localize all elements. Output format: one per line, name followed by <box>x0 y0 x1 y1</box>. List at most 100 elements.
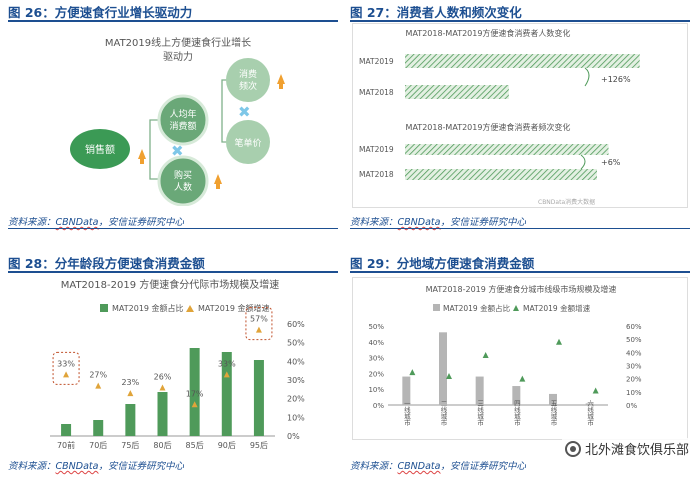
fig28-rule <box>8 271 338 273</box>
per-capita-label-1: 人均年 <box>169 108 196 120</box>
fig26-rule <box>8 20 338 22</box>
legend-label: MAT2019 金额增速 <box>198 303 270 313</box>
growth-marker <box>223 371 230 378</box>
sales-node <box>70 129 130 169</box>
bar <box>512 386 521 405</box>
bar <box>405 54 640 68</box>
fig28-chart: MAT2018-2019 方便速食分代际市场规模及增速 MAT2019 金额占比 M… <box>10 274 336 454</box>
up-arrow-icon <box>138 149 146 159</box>
multiply-icon: ✖ <box>171 142 184 160</box>
y-right-tick: 0% <box>287 432 300 441</box>
data-label: 17% <box>186 389 204 398</box>
fig29-chart-title: MAT2018-2019 方便速食分城市线级市场规模及增速 <box>426 284 617 294</box>
fig29-chart: MAT2018-2019 方便速食分城市线级市场规模及增速 MAT2019 金额占… <box>352 277 688 440</box>
bracket-left <box>149 119 158 180</box>
bar <box>405 144 609 155</box>
bar <box>253 360 264 436</box>
buyers-label-1: 购买 <box>174 169 192 181</box>
y-right-tick: 10% <box>287 413 305 422</box>
y-right-tick: 20% <box>626 376 642 384</box>
highlight-box <box>245 307 273 341</box>
growth-marker <box>191 401 198 408</box>
growth-marker <box>127 390 134 397</box>
up-arrow-stem <box>279 83 283 89</box>
x-tick: 一线城市 <box>402 400 410 427</box>
legend-label: MAT2019 金额增速 <box>523 303 591 313</box>
growth-arrow-icon <box>580 154 586 170</box>
bar <box>189 348 200 436</box>
fig27-sub1-growth: +126% <box>601 75 631 84</box>
growth-marker <box>556 338 562 345</box>
up-arrow-stem <box>216 183 220 189</box>
fig27-sub1-bars <box>405 54 640 99</box>
x-tick: 五线城市 <box>549 400 557 428</box>
growth-marker <box>409 369 416 376</box>
fig27-bottom-rule <box>350 228 690 229</box>
bar <box>125 404 136 436</box>
bar <box>405 85 509 99</box>
legend-swatch <box>433 304 440 311</box>
growth-marker <box>95 382 102 389</box>
highlight-box <box>52 351 80 385</box>
per-capita-label-2: 消费额 <box>169 120 196 132</box>
watermark-text: 北外滩食饮俱乐部 <box>584 443 689 458</box>
fig28-chart-title: MAT2018-2019 方便速食分代际市场规模及增速 <box>61 278 280 291</box>
frequency-label-2: 频次 <box>239 80 257 92</box>
fig26-title: 图 26：方便速食行业增长驱动力 <box>8 5 193 20</box>
fig27-sub2-growth: +6% <box>601 158 621 167</box>
x-tick: 四线城市 <box>512 400 520 428</box>
x-tick: 75后 <box>121 440 139 450</box>
fig27-sub1-title: MAT2018-MAT2019方便速食消费者人数变化 <box>406 28 571 38</box>
up-arrow-icon <box>277 74 285 84</box>
fig27-chart: MAT2018-MAT2019方便速食消费者人数变化 MAT2019 MAT20… <box>352 23 688 208</box>
buyers-label-2: 人数 <box>174 181 192 193</box>
data-label: 33% <box>218 359 236 368</box>
y-left-tick: 0% <box>373 402 384 410</box>
y-right-tick: 30% <box>626 363 642 371</box>
fig29-rule <box>350 271 690 273</box>
buyers-node <box>157 155 209 207</box>
y-right-tick: 50% <box>626 336 642 344</box>
data-label: 26% <box>154 372 172 381</box>
fig26-chart-title-1: MAT2019线上方便速食行业增长 <box>105 36 251 49</box>
fig27-sub1-row-label: MAT2019 <box>359 57 394 66</box>
fig26-bottom-rule <box>8 228 338 229</box>
x-tick: 90后 <box>218 440 236 450</box>
wechat-logo-icon <box>564 440 581 457</box>
fig27-footnote: CBNData消费大数据 <box>538 198 595 206</box>
fig26-chart: MAT2019线上方便速食行业增长 驱动力 销售额 人均年 消费额 ✖ 购买 人… <box>18 24 323 207</box>
y-right-tick: 30% <box>287 376 305 385</box>
y-left-tick: 30% <box>368 355 384 363</box>
legend-swatch <box>100 304 108 312</box>
fig27-sub2-row-label: MAT2019 <box>359 145 394 154</box>
bar <box>439 332 447 405</box>
y-right-tick: 0% <box>626 402 637 410</box>
data-label: 57% <box>250 315 268 324</box>
x-tick: 三线城市 <box>476 400 484 428</box>
y-right-tick: 50% <box>287 339 305 348</box>
fig27-rule <box>350 20 690 22</box>
x-tick: 70前 <box>57 440 75 450</box>
fig28-svg: MAT2018-2019 方便速食分代际市场规模及增速 MAT2019 金额占比 M… <box>50 278 305 450</box>
fig29-svg: MAT2018-2019 方便速食分城市线级市场规模及增速 MAT2019 金额占… <box>368 284 642 428</box>
x-tick: 二线城市 <box>439 400 447 427</box>
y-left-tick: 40% <box>368 339 384 347</box>
multiply-icon: ✖ <box>238 103 251 121</box>
bar <box>475 376 484 405</box>
bar <box>61 424 72 436</box>
x-tick: 70后 <box>89 440 107 450</box>
legend-triangle <box>513 305 519 311</box>
x-tick: 95后 <box>250 440 268 450</box>
growth-marker <box>446 373 452 380</box>
bar <box>549 393 557 405</box>
data-label: 27% <box>89 371 107 380</box>
fig27-sub2-row-label: MAT2018 <box>359 170 394 179</box>
fig26-source: 资料来源：CBNData，安信证券研究中心 <box>8 217 184 228</box>
bar <box>157 392 168 436</box>
legend-label: MAT2019 金额占比 <box>112 303 184 313</box>
data-label: 23% <box>121 378 139 387</box>
up-arrow-icon <box>214 174 222 184</box>
y-left-tick: 10% <box>368 386 384 394</box>
y-right-tick: 60% <box>626 323 642 331</box>
growth-marker <box>482 351 489 358</box>
